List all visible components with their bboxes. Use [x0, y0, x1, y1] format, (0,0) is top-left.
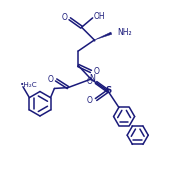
Text: O: O — [87, 77, 93, 86]
Text: •H₂C: •H₂C — [20, 82, 37, 88]
Text: O: O — [94, 67, 100, 76]
Text: S: S — [105, 86, 111, 95]
Text: O: O — [47, 75, 53, 84]
Text: O: O — [87, 96, 93, 105]
Text: O: O — [61, 13, 67, 22]
Polygon shape — [94, 32, 112, 40]
Text: NH₂: NH₂ — [117, 28, 132, 37]
Text: OH: OH — [94, 12, 105, 21]
Text: N: N — [89, 74, 95, 83]
